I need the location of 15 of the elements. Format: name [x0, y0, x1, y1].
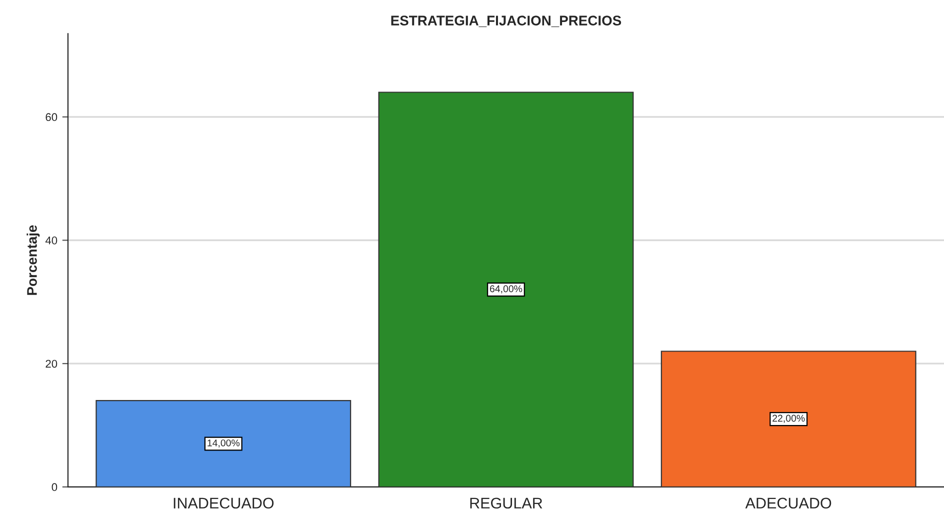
chart-title: ESTRATEGIA_FIJACION_PRECIOS	[391, 16, 622, 28]
x-tick-label: INADECUADO	[174, 498, 274, 509]
y-tick-label: 0	[52, 483, 58, 492]
y-tick-label: 40	[45, 236, 58, 244]
y-tick-label: 60	[46, 113, 58, 122]
data-label: 64,00%	[490, 285, 522, 294]
bar	[660, 350, 916, 487]
y-tick-label: 20	[46, 360, 58, 368]
x-tick-label: REGULAR	[470, 498, 542, 509]
data-label: 14,00%	[208, 439, 240, 448]
bar	[96, 400, 352, 487]
data-label: 22,00%	[772, 414, 805, 423]
x-tick-label: ADECUADO	[745, 498, 832, 509]
y-axis-title: Porcentaje	[26, 225, 40, 295]
bar	[378, 92, 634, 487]
